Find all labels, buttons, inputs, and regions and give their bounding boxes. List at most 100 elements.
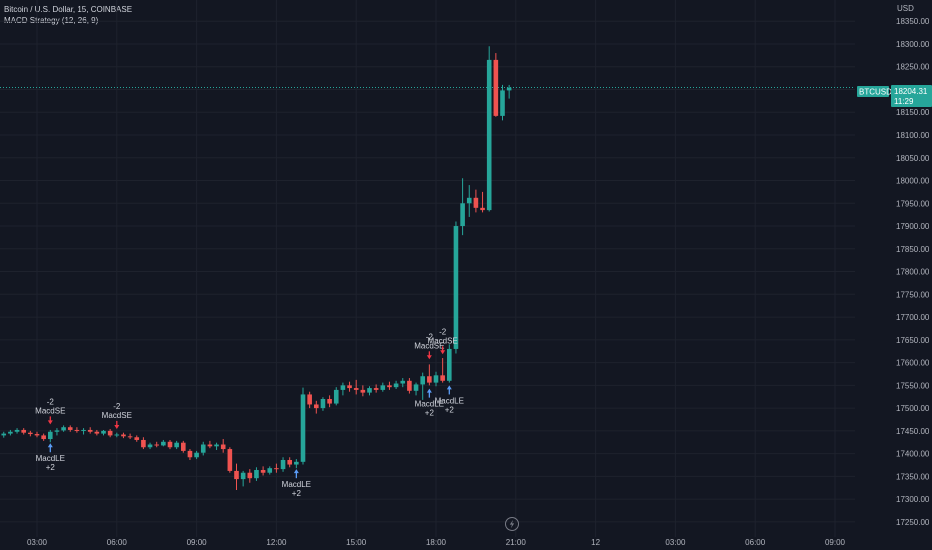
indicator-title: MACD Strategy (12, 26, 9)	[4, 16, 99, 25]
candle-body	[220, 444, 226, 450]
candle	[181, 440, 186, 453]
candle-body	[347, 385, 352, 389]
candle-body	[161, 441, 166, 446]
signal-qty: -2	[439, 327, 447, 336]
candle	[420, 372, 425, 400]
candle-body	[67, 427, 73, 430]
candle	[87, 427, 93, 434]
candle	[453, 221, 459, 354]
candle	[234, 463, 239, 491]
signal-label: MacdLE	[282, 480, 311, 489]
candle-body	[287, 459, 292, 465]
candle-body	[307, 394, 312, 405]
candle	[267, 466, 273, 475]
candle-body	[154, 444, 159, 446]
lightning-icon[interactable]	[505, 517, 519, 531]
price-tick-label: 18000.00	[896, 177, 930, 186]
candle	[427, 364, 432, 386]
candle-body	[94, 431, 100, 434]
long-arrow-icon	[426, 388, 432, 393]
symbol-title: Bitcoin / U.S. Dollar, 15, COINBASE	[4, 5, 133, 14]
candle-body	[267, 468, 273, 473]
candle	[74, 427, 80, 433]
candle-body	[460, 203, 465, 227]
candle	[94, 429, 100, 436]
signal-qty: -2	[113, 402, 121, 411]
candle-body	[274, 468, 279, 470]
candle	[154, 441, 159, 448]
short-arrow-head	[47, 420, 53, 425]
price-tick-label: 18350.00	[896, 17, 930, 26]
time-tick-label: 09:00	[825, 538, 846, 547]
candle-body	[21, 429, 26, 433]
candle-body	[61, 427, 66, 431]
time-tick-label: 21:00	[506, 538, 527, 547]
candle-body	[333, 389, 339, 404]
candle-body	[101, 430, 106, 434]
candle	[440, 358, 445, 383]
candle-body	[433, 375, 439, 383]
long-entry-signal: MacdLE+2	[282, 469, 311, 498]
short-arrow-head	[114, 424, 120, 429]
candle	[174, 440, 179, 450]
candle	[287, 457, 292, 468]
candle	[327, 395, 332, 408]
candle	[107, 429, 113, 438]
candle	[260, 466, 266, 476]
price-tick-label: 17350.00	[896, 472, 930, 481]
candle	[433, 371, 439, 387]
time-tick-label: 06:00	[107, 538, 128, 547]
time-tick-label: 12:00	[266, 538, 287, 547]
candle	[214, 442, 219, 450]
currency-label: USD	[897, 4, 914, 13]
candle	[61, 425, 66, 432]
time-axis[interactable]: 03:00 06:00 09:00 12:00 15:00 18:00 21:00 12 03:…	[27, 538, 846, 547]
candle	[466, 185, 472, 217]
price-tick-label: 17600.00	[896, 359, 930, 368]
candle-body	[141, 439, 146, 448]
candle	[1, 431, 7, 438]
time-tick-label: 06:00	[745, 538, 766, 547]
candle	[393, 380, 399, 389]
price-tick-label: 17800.00	[896, 268, 930, 277]
long-entry-signal: MacdLE+2	[36, 443, 65, 472]
long-entry-signal: MacdLE+2	[415, 388, 444, 418]
bar-countdown-label: 11:29	[894, 97, 914, 106]
price-tick-label: 17300.00	[896, 495, 930, 504]
candle-body	[300, 394, 306, 462]
candle	[8, 429, 13, 436]
price-axis[interactable]: USD 17250.00 17300.00 17350.00 17400.00 1745…	[896, 4, 930, 527]
candle-body	[227, 449, 233, 471]
time-tick-label: 15:00	[346, 538, 367, 547]
candle-body	[420, 376, 425, 385]
long-entry-signal: MacdLE+2	[435, 385, 464, 414]
candle-body	[353, 388, 359, 390]
candle	[48, 429, 53, 443]
candle	[67, 425, 73, 432]
candle	[247, 469, 253, 483]
candle-body	[314, 404, 319, 409]
candle	[114, 432, 120, 438]
signal-label: MacdLE	[415, 400, 444, 409]
candle	[500, 84, 505, 121]
price-tick-label: 17550.00	[896, 381, 930, 390]
candle	[240, 470, 246, 487]
candle-body	[127, 436, 133, 438]
short-arrow-head	[440, 350, 446, 355]
candle-body	[247, 472, 253, 479]
candle	[460, 178, 465, 236]
candle-body	[387, 385, 392, 388]
signal-label: MacdLE	[435, 396, 464, 405]
candle	[314, 400, 319, 414]
candle-body	[360, 389, 366, 393]
candle-body	[54, 430, 60, 432]
signal-qty: -2	[426, 332, 434, 341]
signal-label: MacdSE	[102, 411, 132, 420]
last-price-badge	[891, 85, 932, 107]
short-arrow-head	[426, 355, 432, 360]
candle	[347, 381, 352, 392]
candle-body	[1, 433, 7, 436]
